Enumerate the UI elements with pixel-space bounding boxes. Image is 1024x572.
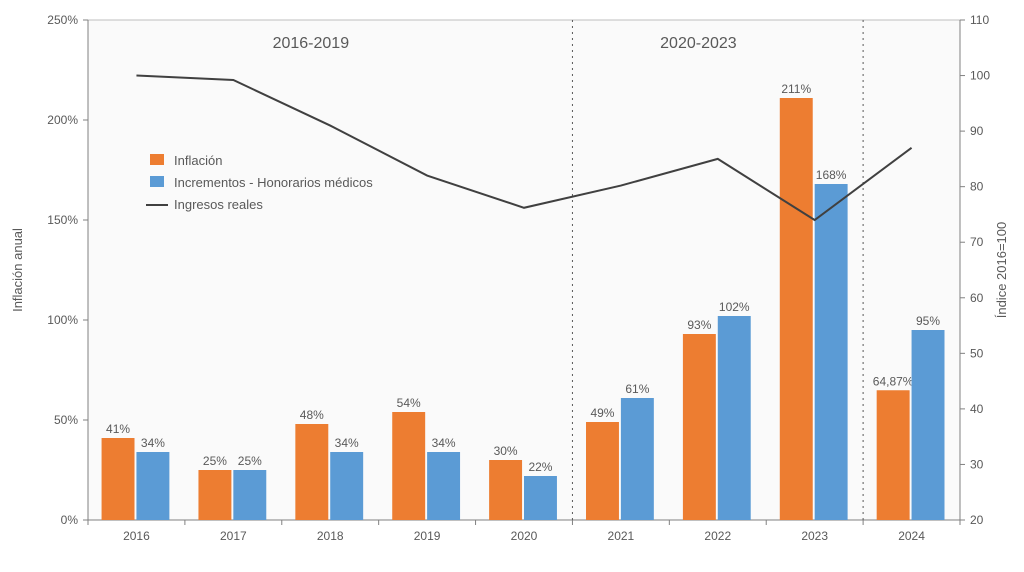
bar-label: 41% [106, 422, 130, 436]
yl-tick-label: 150% [47, 213, 78, 227]
yr-tick-label: 20 [970, 513, 984, 527]
yr-tick-label: 60 [970, 291, 984, 305]
bar-label: 168% [816, 168, 847, 182]
x-cat-label: 2018 [317, 529, 344, 543]
bar-label: 49% [590, 406, 614, 420]
bar-inflacion [392, 412, 425, 520]
bar-label: 95% [916, 314, 940, 328]
bar-label: 61% [625, 382, 649, 396]
yr-tick-label: 110 [970, 13, 989, 27]
bar-incrementos [233, 470, 266, 520]
bar-incrementos [621, 398, 654, 520]
bar-label: 25% [203, 454, 227, 468]
yl-tick-label: 250% [47, 13, 78, 27]
bar-incrementos [427, 452, 460, 520]
bar-label: 25% [238, 454, 262, 468]
yr-tick-label: 70 [970, 235, 984, 249]
bar-inflacion [877, 390, 910, 520]
bar-label: 34% [141, 436, 165, 450]
period-label: 2016-2019 [273, 35, 350, 52]
bar-inflacion [102, 438, 135, 520]
yr-title: Índice 2016=100 [994, 222, 1009, 319]
yl-title: Inflación anual [10, 228, 25, 312]
legend-label: Ingresos reales [174, 197, 263, 212]
yr-tick-label: 80 [970, 180, 984, 194]
bar-inflacion [198, 470, 231, 520]
x-cat-label: 2024 [898, 529, 925, 543]
bar-label: 64,87% [873, 374, 914, 388]
x-cat-label: 2019 [414, 529, 441, 543]
legend-swatch [150, 176, 164, 187]
bar-incrementos [136, 452, 169, 520]
bar-label: 211% [781, 82, 811, 96]
x-cat-label: 2020 [511, 529, 538, 543]
bar-label: 34% [432, 436, 456, 450]
bar-label: 102% [719, 300, 750, 314]
bar-label: 30% [494, 444, 518, 458]
bar-label: 48% [300, 408, 324, 422]
bar-incrementos [524, 476, 557, 520]
bar-label: 93% [687, 318, 711, 332]
yl-tick-label: 200% [47, 113, 78, 127]
period-label: 2020-2023 [660, 35, 737, 52]
yl-tick-label: 100% [47, 313, 78, 327]
bar-inflacion [489, 460, 522, 520]
bar-inflacion [586, 422, 619, 520]
yr-tick-label: 30 [970, 457, 984, 471]
yr-tick-label: 100 [970, 69, 990, 83]
x-cat-label: 2016 [123, 529, 150, 543]
bar-label: 22% [528, 460, 552, 474]
bar-inflacion [780, 98, 813, 520]
bar-label: 54% [397, 396, 421, 410]
bar-inflacion [295, 424, 328, 520]
bar-incrementos [330, 452, 363, 520]
bar-label: 34% [335, 436, 359, 450]
x-cat-label: 2017 [220, 529, 247, 543]
yl-tick-label: 50% [54, 413, 78, 427]
bar-inflacion [683, 334, 716, 520]
legend-label: Incrementos - Honorarios médicos [174, 175, 373, 190]
x-cat-label: 2023 [801, 529, 828, 543]
yl-tick-label: 0% [61, 513, 79, 527]
yr-tick-label: 40 [970, 402, 984, 416]
yr-tick-label: 90 [970, 124, 984, 138]
x-cat-label: 2022 [704, 529, 731, 543]
legend-swatch [150, 154, 164, 165]
legend-label: Inflación [174, 153, 222, 168]
bar-incrementos [815, 184, 848, 520]
bar-incrementos [912, 330, 945, 520]
bar-incrementos [718, 316, 751, 520]
yr-tick-label: 50 [970, 346, 984, 360]
x-cat-label: 2021 [608, 529, 635, 543]
combo-chart: 0% 50% 100% 150% 200% 250% 20 30 40 50 60 70 80 90 100… [0, 0, 1024, 567]
